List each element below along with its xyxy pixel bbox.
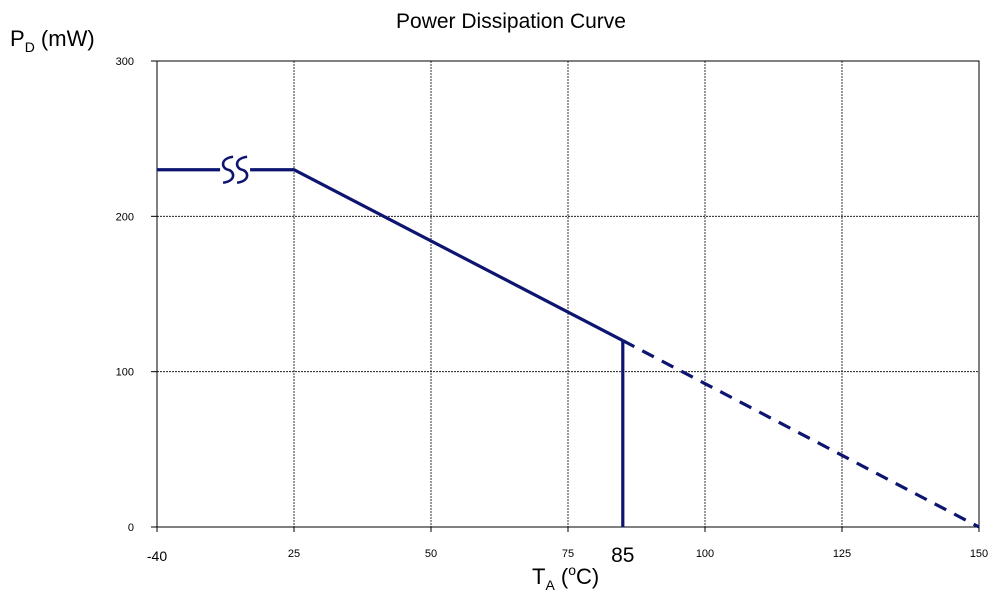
axis-break-symbol	[220, 155, 251, 185]
x-axis-label-close: C)	[576, 564, 599, 589]
x-tick-label: 100	[696, 548, 714, 560]
axis-break-gap	[220, 165, 251, 174]
y-tick-label: 0	[128, 522, 134, 534]
x-tick-label: 25	[288, 548, 300, 560]
y-tick-label: 300	[116, 56, 134, 68]
x-axis-label-main: T	[532, 564, 545, 589]
y-axis-label: PD (mW)	[10, 26, 95, 55]
y-axis-label-main: P	[10, 26, 25, 51]
axis-break-curve	[221, 155, 235, 185]
axis-break-curve	[235, 155, 249, 185]
x-axis-label-subscript: A	[545, 577, 555, 593]
grid-lines	[151, 60, 980, 532]
x-tick-label: -40	[147, 548, 167, 564]
x-tick-label: 150	[970, 548, 988, 560]
extrapolated-derating-line	[622, 339, 980, 529]
y-tick-label: 200	[116, 211, 134, 223]
x-axis-label-open: (	[555, 564, 569, 589]
x-tick-label: 75	[562, 548, 574, 560]
x-tick-label: 50	[425, 548, 437, 560]
tick-labels: -40 25 50 75 100 125 150 0 100 200 300	[116, 56, 989, 564]
annotations: 85	[611, 544, 634, 567]
x-axis-label-superscript: o	[568, 562, 576, 578]
y-axis-label-subscript: D	[25, 39, 35, 55]
data-series	[157, 168, 980, 529]
annotation-85-label: 85	[611, 544, 634, 567]
x-tick-label: 125	[833, 548, 851, 560]
x-axis-label: TA (oC)	[532, 562, 599, 593]
derating-line	[157, 168, 624, 343]
y-tick-label: 100	[116, 367, 134, 379]
y-axis-label-unit: (mW)	[35, 26, 95, 51]
chart-title: Power Dissipation Curve	[396, 10, 626, 33]
